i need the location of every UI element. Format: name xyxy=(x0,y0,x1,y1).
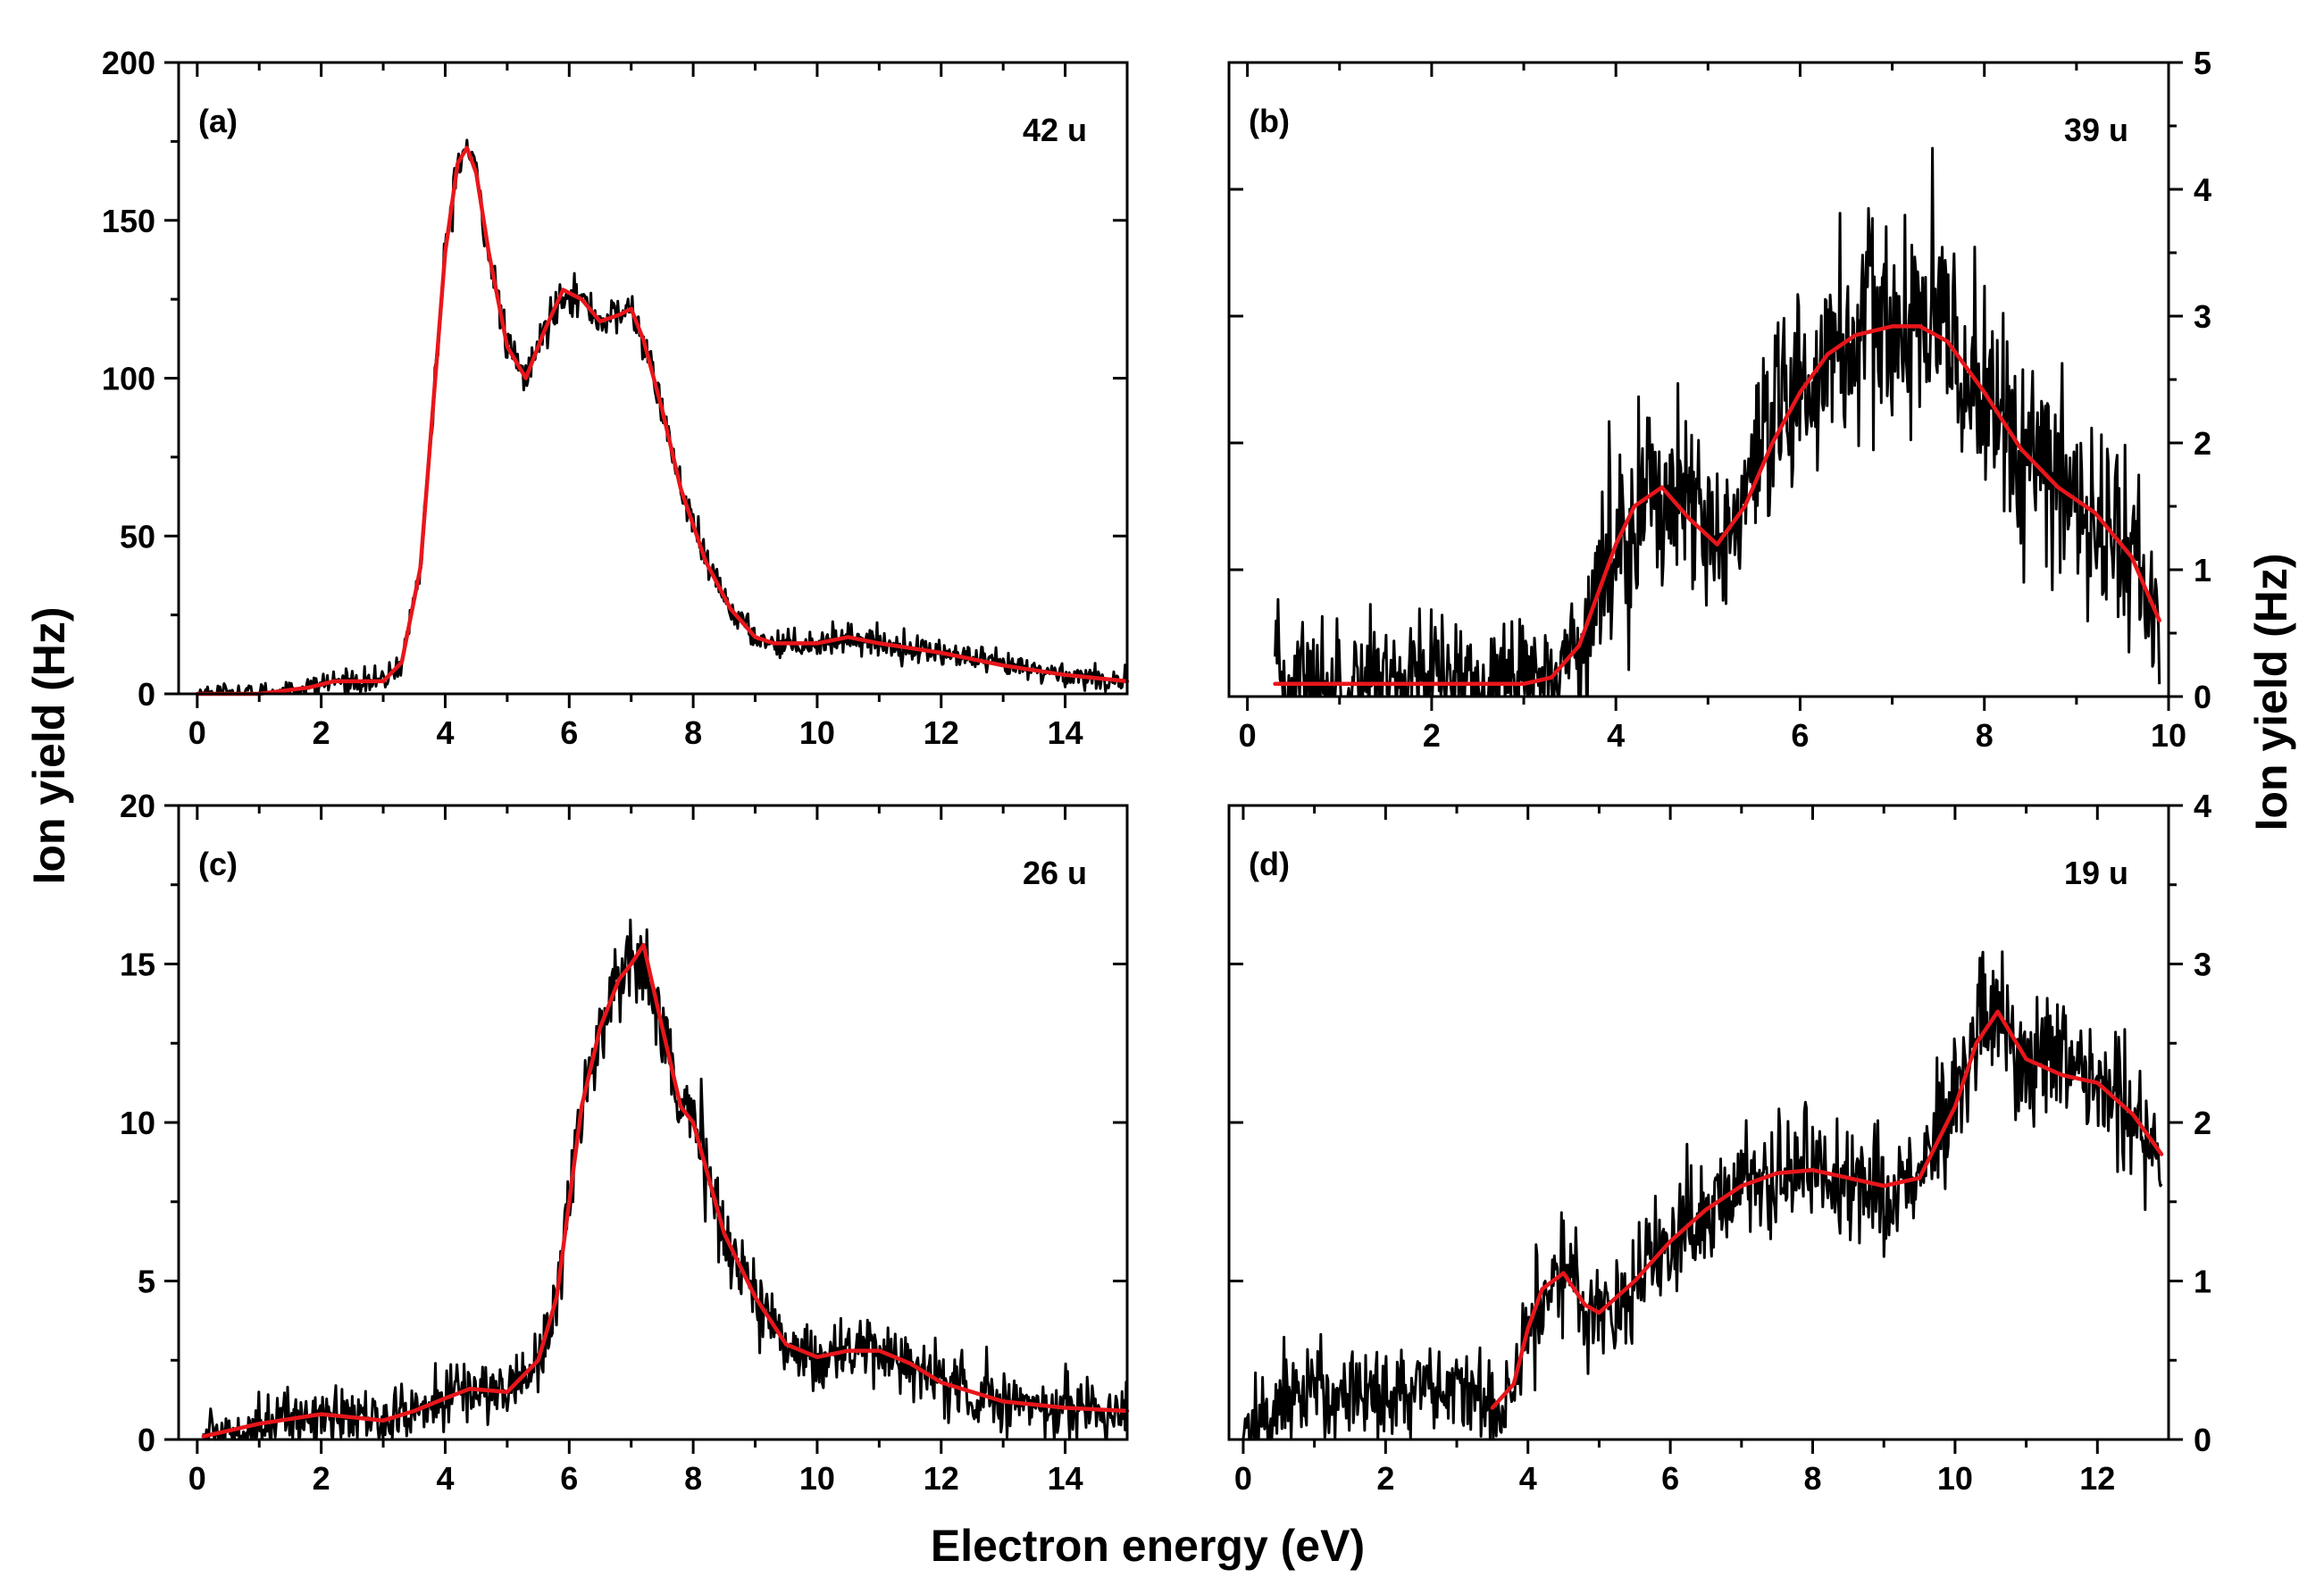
x-tick-label: 12 xyxy=(924,714,959,751)
fit-series-line xyxy=(201,942,1130,1439)
mass-label: 19 u xyxy=(2064,855,2128,891)
x-tick-label: 2 xyxy=(1423,717,1441,754)
y-tick-label: 4 xyxy=(2194,171,2211,208)
panel-label: (d) xyxy=(1249,846,1290,882)
y-axis-title-left: Ion yield (Hz) xyxy=(24,606,74,884)
x-ticks: 0 2 4 6 8 10 xyxy=(1239,63,2186,754)
y-tick-label: 0 xyxy=(138,676,155,713)
x-tick-label: 4 xyxy=(1519,1460,1537,1497)
mass-label: 42 u xyxy=(1023,112,1087,148)
plot-frame xyxy=(177,804,1129,1441)
y-tick-label: 5 xyxy=(2194,45,2211,81)
x-ticks: 0 2 4 6 8 10 12 14 xyxy=(188,63,1083,751)
data-series-line xyxy=(1274,146,2161,698)
x-tick-label: 0 xyxy=(188,1460,206,1497)
x-tick-label: 6 xyxy=(560,714,578,751)
y-tick-label: 0 xyxy=(2194,1422,2211,1458)
plot-area xyxy=(1241,950,2164,1441)
y-tick-label: 100 xyxy=(102,361,155,397)
plot-frame xyxy=(1227,804,2170,1441)
y-tick-label: 3 xyxy=(2194,298,2211,335)
x-tick-label: 10 xyxy=(2151,717,2186,754)
y-ticks: 0 5 10 15 20 xyxy=(120,788,1127,1458)
x-tick-label: 8 xyxy=(1976,717,1994,754)
x-tick-label: 0 xyxy=(1239,717,1257,754)
x-tick-label: 2 xyxy=(313,1460,330,1497)
y-tick-label: 2 xyxy=(2194,1105,2211,1141)
x-tick-label: 0 xyxy=(1234,1460,1252,1497)
panel-label: (c) xyxy=(198,846,238,882)
y-tick-label: 1 xyxy=(2194,552,2211,588)
y-tick-label: 15 xyxy=(120,947,155,983)
y-tick-label: 0 xyxy=(2194,679,2211,715)
fit-series-line xyxy=(1273,324,2161,687)
fit-series-line xyxy=(1490,1009,2164,1410)
mass-label: 39 u xyxy=(2064,112,2128,148)
plot-area xyxy=(1273,146,2161,698)
x-tick-label: 0 xyxy=(188,714,206,751)
panel-a: 0 2 4 6 8 10 12 14 0 50 100 150 200 (a) 42 u xyxy=(102,45,1130,751)
y-tick-label: 0 xyxy=(138,1422,155,1458)
x-tick-label: 2 xyxy=(313,714,330,751)
y-tick-label: 3 xyxy=(2194,947,2211,983)
plot-area xyxy=(195,138,1130,697)
plot-frame xyxy=(1227,61,2170,698)
x-tick-label: 6 xyxy=(560,1460,578,1497)
panel-label: (a) xyxy=(198,103,238,139)
x-ticks: 0 2 4 6 8 10 12 14 xyxy=(188,805,1083,1497)
x-tick-label: 4 xyxy=(436,714,454,751)
y-tick-label: 20 xyxy=(120,788,155,824)
data-series-line xyxy=(196,138,1129,696)
y-tick-label: 10 xyxy=(120,1105,155,1141)
y-ticks: 0 50 100 150 200 xyxy=(102,45,1127,713)
x-tick-label: 10 xyxy=(1937,1460,1973,1497)
plot-area xyxy=(201,918,1130,1441)
x-tick-label: 14 xyxy=(1048,714,1083,751)
x-tick-label: 4 xyxy=(436,1460,454,1497)
x-tick-label: 8 xyxy=(684,714,702,751)
x-tick-label: 10 xyxy=(799,714,835,751)
x-tick-label: 6 xyxy=(1661,1460,1679,1497)
data-series-line xyxy=(1241,950,2163,1441)
x-tick-label: 8 xyxy=(684,1460,702,1497)
x-tick-label: 4 xyxy=(1607,717,1625,754)
panel-c: 0 2 4 6 8 10 12 14 0 5 10 15 20 (c) 26 u xyxy=(120,788,1130,1497)
x-tick-label: 12 xyxy=(924,1460,959,1497)
x-tick-label: 12 xyxy=(2079,1460,2115,1497)
y-tick-label: 4 xyxy=(2194,788,2211,824)
data-series-line xyxy=(202,918,1129,1441)
x-tick-label: 2 xyxy=(1376,1460,1394,1497)
panel-label: (b) xyxy=(1249,103,1290,139)
x-tick-label: 10 xyxy=(799,1460,835,1497)
fit-series-line xyxy=(195,146,1130,697)
x-ticks: 0 2 4 6 8 10 12 xyxy=(1234,805,2115,1497)
y-axis-title-right: Ion yield (Hz) xyxy=(2246,553,2296,830)
mass-label: 26 u xyxy=(1023,855,1087,891)
y-tick-label: 2 xyxy=(2194,425,2211,462)
x-tick-label: 14 xyxy=(1048,1460,1083,1497)
x-tick-label: 8 xyxy=(1803,1460,1821,1497)
y-tick-label: 5 xyxy=(138,1264,155,1300)
y-ticks: 0 1 2 3 4 xyxy=(1229,788,2211,1458)
y-tick-label: 200 xyxy=(102,45,155,81)
y-ticks: 0 1 2 3 4 5 xyxy=(1229,45,2211,715)
y-tick-label: 150 xyxy=(102,203,155,239)
y-tick-label: 50 xyxy=(120,518,155,555)
x-tick-label: 6 xyxy=(1791,717,1809,754)
x-axis-title: Electron energy (eV) xyxy=(931,1521,1365,1571)
y-tick-label: 1 xyxy=(2194,1264,2211,1300)
